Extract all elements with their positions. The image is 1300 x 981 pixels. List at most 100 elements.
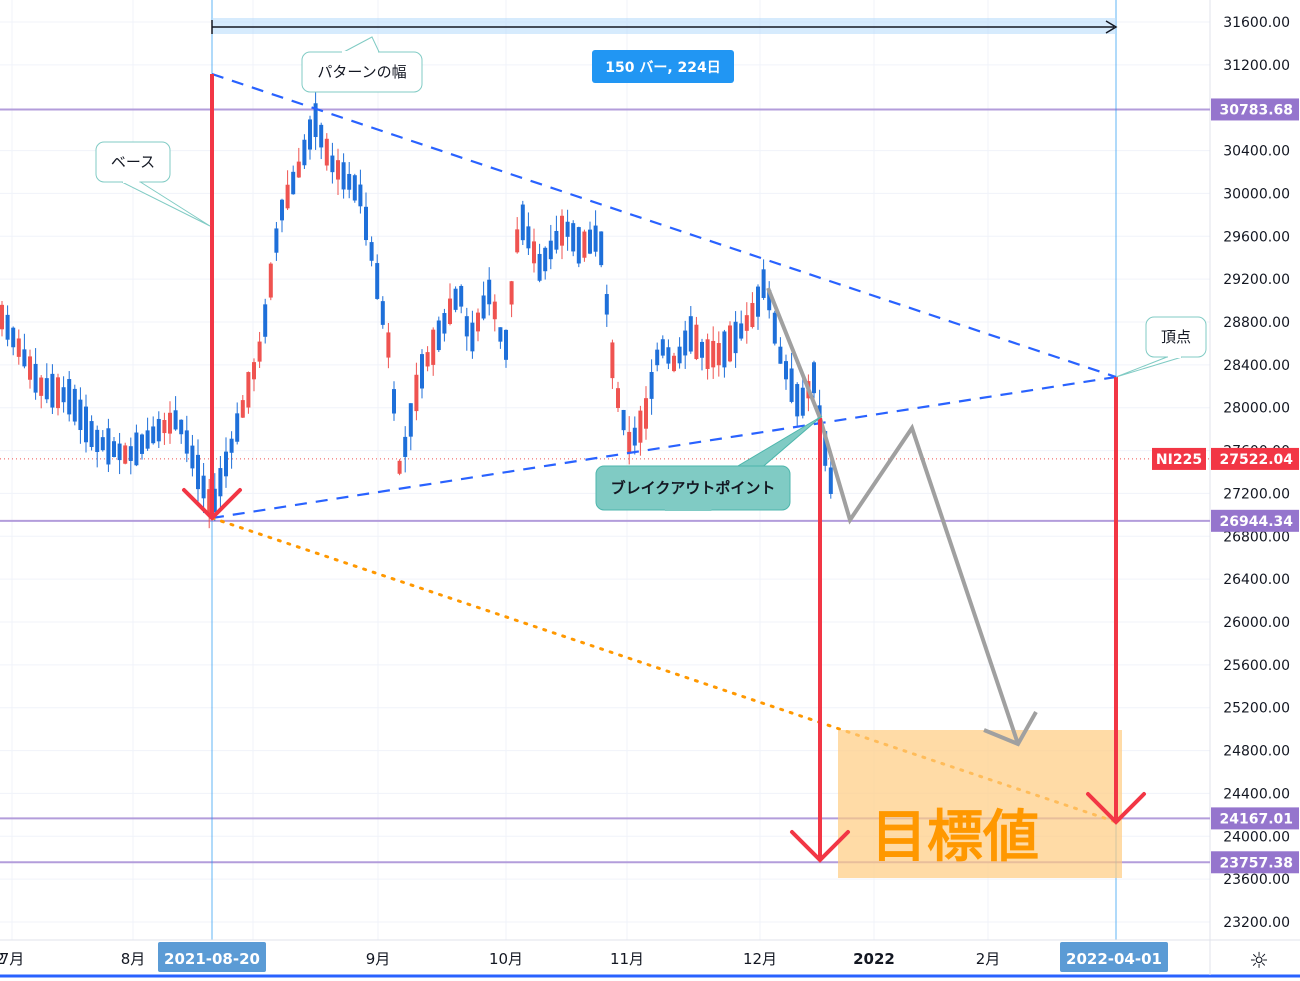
base-callout-seam xyxy=(122,180,140,183)
candle-body xyxy=(44,378,49,400)
pattern-width-callout-text: パターンの幅 xyxy=(317,63,406,81)
candle-body xyxy=(95,429,100,452)
candle-body xyxy=(644,398,648,429)
candle-body xyxy=(358,184,363,207)
candle-body xyxy=(168,412,172,434)
candle-body xyxy=(392,389,396,414)
settings-gear-icon[interactable]: ☼ xyxy=(1249,949,1269,974)
candle-body xyxy=(660,339,665,356)
candle-body xyxy=(106,428,111,465)
candle-body xyxy=(364,206,368,241)
target-label: 目標値 xyxy=(871,805,1039,870)
candle-body xyxy=(128,446,133,461)
highlighted-date-bg xyxy=(1060,942,1168,972)
candle-body xyxy=(268,263,273,298)
candle-body xyxy=(604,294,609,315)
candle-body xyxy=(369,242,374,261)
candle-body xyxy=(627,431,632,453)
candle-body xyxy=(257,341,262,362)
candle-body xyxy=(778,346,783,364)
candle-body xyxy=(453,288,458,310)
candle-body xyxy=(610,342,615,379)
range-measure-band xyxy=(212,18,1116,34)
candle-body xyxy=(313,103,318,138)
price-level-value: 24167.01 xyxy=(1219,811,1293,827)
candle-body xyxy=(487,279,492,305)
apex-callout-text: 頂点 xyxy=(1161,328,1191,346)
candle-body xyxy=(123,445,128,464)
candle-body xyxy=(767,290,772,311)
candle-body xyxy=(302,139,307,166)
candle-body xyxy=(224,451,228,477)
y-tick-label: 23200.00 xyxy=(1223,915,1290,931)
y-tick-label: 28400.00 xyxy=(1223,358,1290,374)
candle-body xyxy=(515,229,520,253)
candle-body xyxy=(179,419,184,435)
price-scale[interactable]: 31600.00 31200.00 30400.00 30000.00 29600.00… xyxy=(1209,0,1300,940)
candle-body xyxy=(336,160,340,180)
candle-body xyxy=(616,388,620,408)
y-tick-label: 30000.00 xyxy=(1223,186,1290,202)
candle-body xyxy=(72,388,77,422)
candle-body xyxy=(117,443,122,461)
breakout-target-arrow-head xyxy=(790,830,850,863)
candle-body xyxy=(683,330,688,356)
candle-body xyxy=(408,403,413,437)
y-tick-label: 24400.00 xyxy=(1223,786,1290,802)
candle-body xyxy=(341,162,346,190)
price-level-badge xyxy=(1211,851,1299,874)
candle-body xyxy=(190,445,195,469)
candle-body xyxy=(196,454,200,490)
candle-body xyxy=(632,427,637,446)
candle-body xyxy=(246,372,251,408)
candle-body xyxy=(324,138,329,166)
candle-body xyxy=(672,355,676,372)
x-tick-label: 2月 xyxy=(976,950,1001,968)
candle-body xyxy=(212,488,217,513)
y-tick-label: 26800.00 xyxy=(1223,529,1290,545)
candle-body xyxy=(386,332,391,358)
range-label-pill xyxy=(592,50,734,83)
axis-labels: 7月 8月 9月 10月 11月 12月 2022 2月 2 2021-08-20 2022-04-… xyxy=(0,939,1300,981)
candle-body xyxy=(22,349,27,367)
candle-body xyxy=(448,298,452,324)
apex-callout-tail xyxy=(1115,356,1183,378)
candle-body xyxy=(263,304,268,337)
y-tick-label: 24000.00 xyxy=(1223,829,1290,845)
candle-body xyxy=(498,327,503,342)
candle-body xyxy=(33,363,38,393)
candle-body xyxy=(16,338,21,357)
candle-body xyxy=(571,223,576,252)
candle-body xyxy=(464,316,469,337)
candle-body xyxy=(761,269,766,298)
range-label-text: 150 バー, 224日 xyxy=(605,60,721,76)
candle-body xyxy=(688,316,693,352)
candle-body xyxy=(140,434,144,454)
pattern-width-callout-tail xyxy=(339,36,381,55)
candle-body xyxy=(722,331,727,368)
candle-body xyxy=(744,315,749,331)
candle-body xyxy=(207,489,212,515)
candle-body xyxy=(649,371,654,399)
candle-body xyxy=(50,373,55,408)
candle-body xyxy=(789,368,794,402)
y-tick-label: 23600.00 xyxy=(1223,872,1290,888)
candle-body xyxy=(823,431,828,466)
range-measure-arrowhead xyxy=(1105,20,1118,34)
pattern-width-callout-seam xyxy=(342,51,378,54)
highlighted-date-label: 2021-08-20 xyxy=(164,950,260,968)
candle-body xyxy=(240,400,245,418)
y-tick-label: 31200.00 xyxy=(1223,58,1290,74)
candle-body xyxy=(621,409,626,431)
candle-body xyxy=(375,263,380,299)
x-tick-label: 9月 xyxy=(366,950,391,968)
x-tick-label: 11月 xyxy=(610,950,644,968)
last-price-value: 27522.04 xyxy=(1219,452,1293,468)
candle-body xyxy=(420,354,424,389)
candle-body xyxy=(5,314,10,340)
x-tick-label: 2022 xyxy=(853,950,895,968)
candle-body xyxy=(56,377,60,409)
candle-body xyxy=(442,313,447,334)
candle-body xyxy=(476,312,480,332)
candle-body xyxy=(436,320,441,351)
